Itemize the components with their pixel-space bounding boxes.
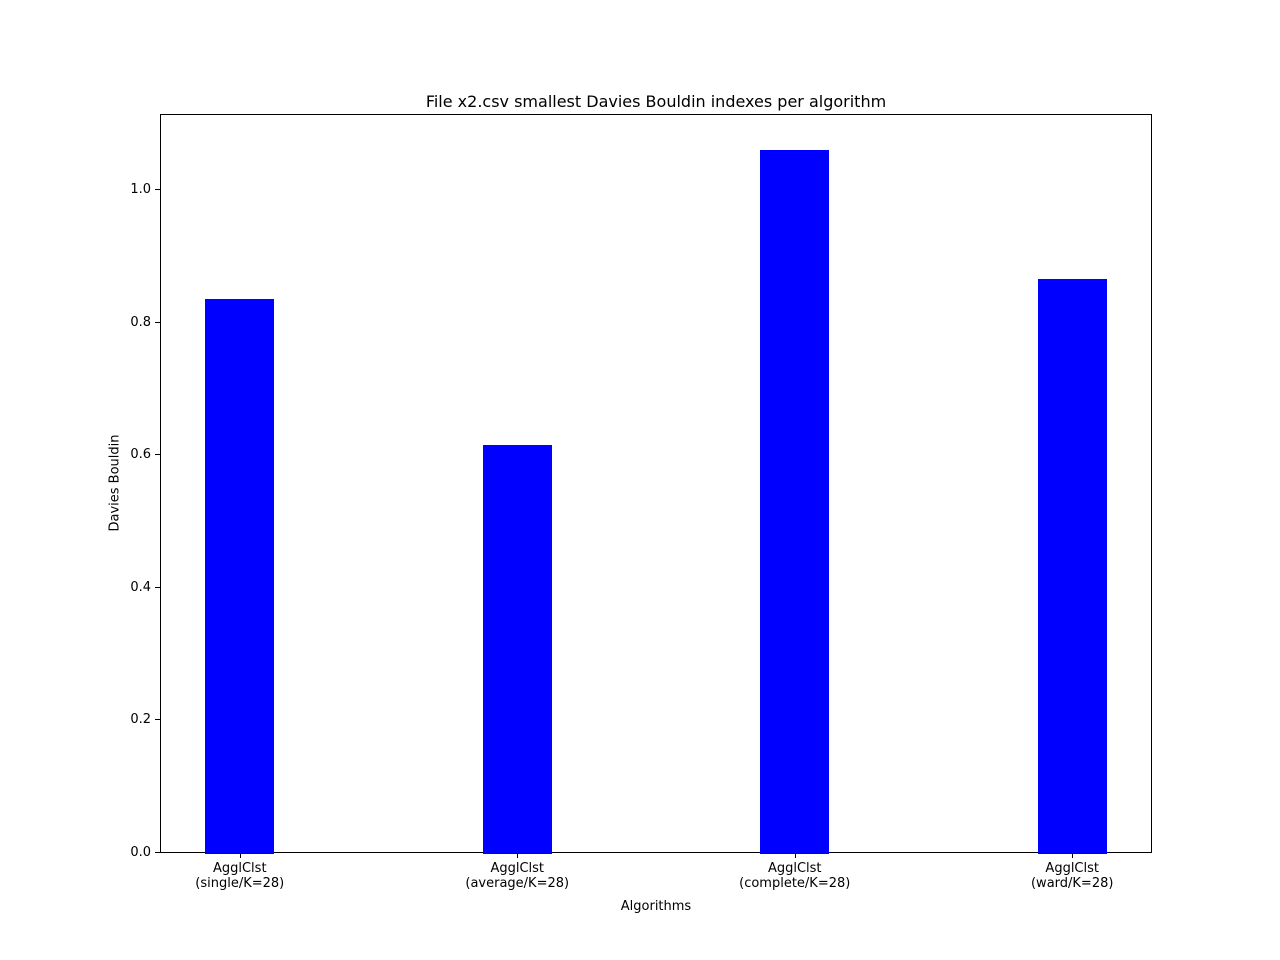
chart-title: File x2.csv smallest Davies Bouldin inde… xyxy=(425,92,887,111)
x-tick-label-line1: AgglClst xyxy=(212,861,267,876)
x-tick-label-single: AgglClst (single/K=28) xyxy=(120,861,360,891)
x-tick-label-line1: AgglClst xyxy=(767,861,822,876)
bar-agglclst-complete xyxy=(760,150,830,854)
x-tick-label-line2: (average/K=28) xyxy=(465,876,570,891)
x-axis-label: Algorithms xyxy=(620,899,692,914)
y-tick-mark xyxy=(155,852,160,853)
bar-agglclst-average xyxy=(482,445,552,854)
y-tick-mark xyxy=(155,586,160,588)
y-tick-label: 0.6 xyxy=(130,447,151,463)
x-tick-label-line1: AgglClst xyxy=(1045,861,1099,876)
x-tick-label-line2: (single/K=28) xyxy=(195,876,285,891)
x-tick-label-line1: AgglClst xyxy=(490,861,545,876)
x-tick-label-complete: AgglClst (complete/K=28) xyxy=(675,861,915,891)
bar-agglclst-single xyxy=(205,298,275,854)
plot-area xyxy=(160,114,1152,854)
x-tick-mark xyxy=(517,853,519,858)
y-tick-label: 0.8 xyxy=(130,314,151,330)
x-tick-label-line2: (complete/K=28) xyxy=(739,876,851,891)
y-tick-mark xyxy=(155,454,160,456)
x-tick-mark xyxy=(1072,853,1074,858)
y-tick-mark xyxy=(155,321,160,323)
y-tick-label: 0.4 xyxy=(130,579,151,595)
x-tick-mark xyxy=(794,853,796,858)
x-tick-label-line2: (ward/K=28) xyxy=(1030,876,1114,891)
y-tick-label: 0.2 xyxy=(130,712,151,728)
y-tick-mark xyxy=(155,189,160,191)
bar-agglclst-ward xyxy=(1037,279,1107,854)
y-tick-label: 0.0 xyxy=(130,845,151,860)
y-tick-mark xyxy=(155,719,160,721)
x-tick-label-ward: AgglClst (ward/K=28) xyxy=(952,861,1192,891)
x-tick-mark xyxy=(239,853,241,858)
y-tick-label: 1.0 xyxy=(130,182,151,198)
x-tick-label-average: AgglClst (average/K=28) xyxy=(397,861,637,891)
